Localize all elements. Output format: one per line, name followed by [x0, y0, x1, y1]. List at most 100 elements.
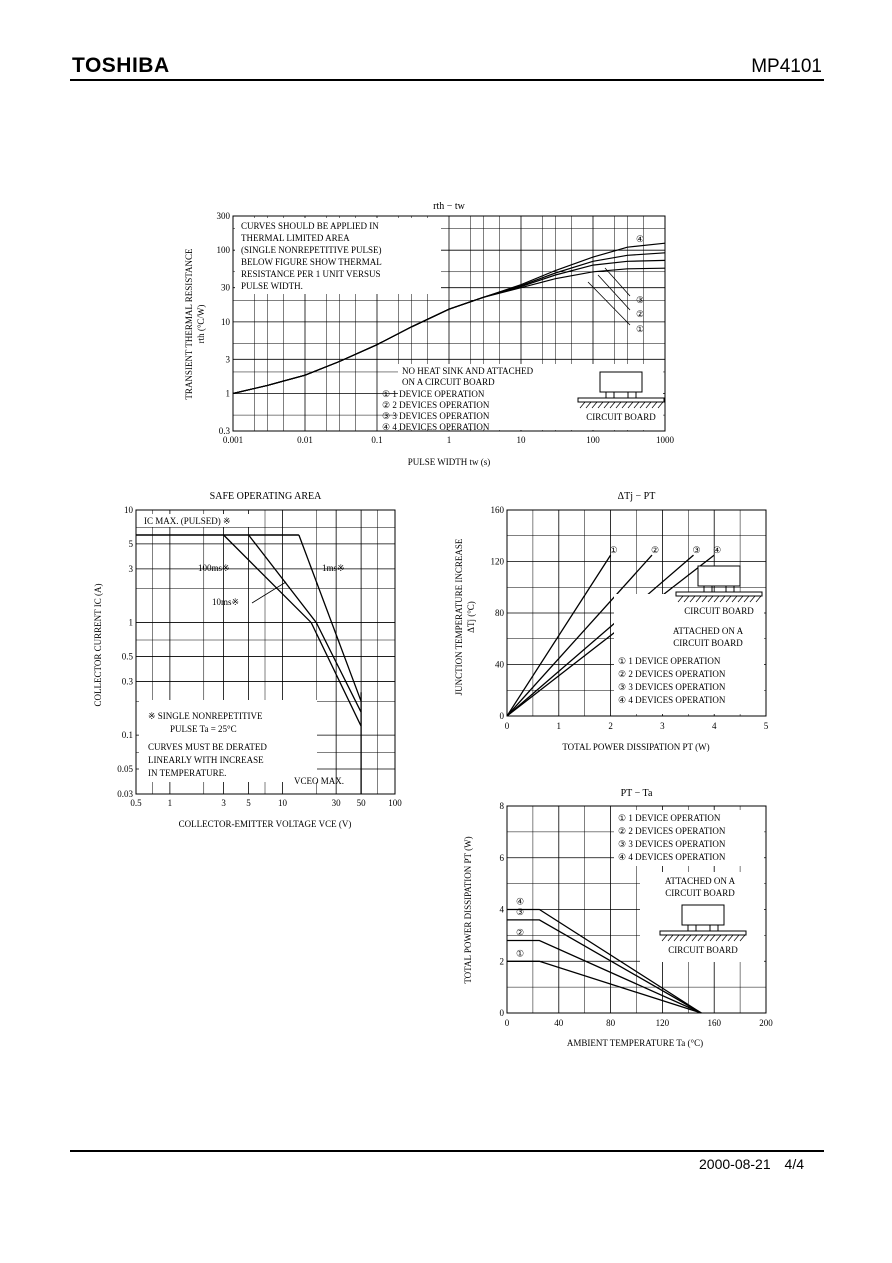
dtj-y-axis-label2: ΔTj (°C): [466, 601, 476, 633]
dtj-condition-line: CIRCUIT BOARD: [673, 638, 743, 648]
rth-board-hatch: [591, 401, 598, 409]
ptta-board-hatch: [661, 934, 668, 942]
ptta-board-package: [681, 904, 725, 926]
rth-board-hatch: [645, 401, 652, 409]
rth-note-line: (SINGLE NONREPETITIVE PULSE): [241, 245, 381, 255]
dtj-legend-item: ③ 3 DEVICES OPERATION: [618, 682, 726, 692]
soa-y-tick-label: 0.03: [117, 789, 133, 799]
ptta-x-tick-label: 120: [656, 1018, 670, 1028]
ptta-board-hatch: [691, 934, 698, 942]
soa-frame: [135, 509, 396, 795]
rth-x-tick-label: 0.01: [297, 435, 313, 445]
rth-note-line: PULSE WIDTH.: [241, 281, 303, 291]
soa-x-tick-label: 3: [221, 798, 226, 808]
ptta-x-tick-label: 0: [505, 1018, 510, 1028]
rth-board-hatch: [579, 401, 586, 409]
ptta-x-axis-label: AMBIENT TEMPERATURE Ta (°C): [567, 1038, 703, 1048]
dtj-legend-box: [614, 594, 764, 714]
dtj-x-tick-label: 5: [764, 721, 769, 731]
dtj-x-axis-label: TOTAL POWER DISSIPATION PT (W): [562, 742, 709, 752]
dtj-frame: [506, 509, 767, 717]
ptta-y-tick-label: 0: [500, 1008, 505, 1018]
ptta-x-tick-label: 200: [759, 1018, 773, 1028]
soa-vceo-label: VCEO MAX.: [294, 776, 344, 786]
ptta-board-hatch: [739, 934, 746, 942]
ptta-board-hatch: [727, 934, 734, 942]
rth-board-hatch: [633, 401, 640, 409]
ptta-title: PT − Ta: [621, 788, 653, 799]
ptta-curve-①: [507, 960, 702, 1014]
soa-x-tick-label: 50: [357, 798, 367, 808]
ptta-legend-item: ④ 4 DEVICES OPERATION: [618, 852, 726, 862]
dtj-curve-④: [506, 554, 715, 717]
dtj-board-hatch: [737, 595, 744, 603]
dtj-x-tick-label: 0: [505, 721, 510, 731]
footer-date: 2000-08-21: [699, 1156, 771, 1172]
ptta-y-tick-label: 8: [500, 801, 505, 811]
soa-icmax-bg: [139, 514, 249, 527]
rth-note-line: RESISTANCE PER 1 UNIT VERSUS: [241, 269, 380, 279]
soa-note1-line: PULSE Ta = 25°C: [170, 724, 237, 734]
ptta-legend-item: ③ 3 DEVICES OPERATION: [618, 839, 726, 849]
rth-legend-item: ③ 3 DEVICES OPERATION: [382, 411, 490, 421]
soa-x-tick-label: 100: [388, 798, 402, 808]
rth-y-tick-label: 30: [221, 283, 231, 293]
dtj-board-hatch: [719, 595, 726, 603]
dtj-y-tick-label: 80: [495, 608, 505, 618]
rth-curve-marker: ①: [636, 324, 644, 334]
dtj-curve-marker: ③: [692, 545, 700, 555]
rth-board-hatch: [627, 401, 634, 409]
ptta-board-hatch: [715, 934, 722, 942]
soa-title: SAFE OPERATING AREA: [210, 491, 322, 502]
rth-board-hatch: [621, 401, 628, 409]
dtj-board-hatch: [701, 595, 708, 603]
dtj-x-tick-label: 3: [660, 721, 665, 731]
ptta-legend-box: [614, 810, 764, 866]
rth-y-tick-label: 10: [221, 317, 231, 327]
dtj-board-hatch: [755, 595, 762, 603]
rth-board-hatch: [639, 401, 646, 409]
ptta-board-hatch: [733, 934, 740, 942]
rth-board-hatch: [657, 401, 664, 409]
soa-x-tick-label: 1: [168, 798, 173, 808]
soa-x-axis-label: COLLECTOR-EMITTER VOLTAGE VCE (V): [179, 819, 352, 829]
footer-rule: [70, 1150, 824, 1152]
dtj-legend-item: ② 2 DEVICES OPERATION: [618, 669, 726, 679]
brand-logo: TOSHIBA: [72, 54, 170, 77]
rth-board-package: [599, 371, 643, 393]
rth-y-axis-label: TRANSIENT THERMAL RESISTANCE: [184, 248, 194, 400]
dtj-legend-item: ④ 4 DEVICES OPERATION: [618, 695, 726, 705]
rth-y-tick-label: 3: [226, 354, 231, 364]
ptta-curve-③: [507, 919, 702, 1014]
dtj-y-axis-label: JUNCTION TEMPERATURE INCREASE: [454, 538, 464, 695]
ptta-board-hatch: [679, 934, 686, 942]
rth-x-axis-label: PULSE WIDTH tw (s): [408, 457, 491, 467]
rth-marker-leader: [587, 281, 631, 326]
dtj-board-hatch: [707, 595, 714, 603]
rth-condition-line: NO HEAT SINK AND ATTACHED: [402, 366, 534, 376]
rth-y-axis-label2: rth (°C/W): [196, 305, 206, 344]
soa-y-tick-label: 0.1: [122, 730, 133, 740]
dtj-board-board: [675, 591, 763, 597]
soa-y-tick-label: 0.05: [117, 764, 133, 774]
rth-y-tick-label: 100: [217, 245, 231, 255]
soa-note1-line: ※ SINGLE NONREPETITIVE: [148, 711, 263, 721]
dtj-y-tick-label: 160: [491, 505, 505, 515]
dtj-board-hatch: [677, 595, 684, 603]
dtj-curve-①: [506, 554, 612, 717]
rth-y-tick-label: 0.3: [219, 426, 231, 436]
dtj-y-tick-label: 40: [495, 660, 505, 670]
soa-note2-line: IN TEMPERATURE.: [148, 768, 226, 778]
dtj-board-hatch: [713, 595, 720, 603]
soa-curve-100ms※: [223, 534, 362, 727]
rth-board-hatch: [603, 401, 610, 409]
soa-note-box: [139, 700, 317, 782]
ptta-x-tick-label: 40: [554, 1018, 564, 1028]
dtj-y-tick-label: 0: [500, 711, 505, 721]
soa-y-tick-label: 5: [129, 539, 134, 549]
ptta-y-tick-label: 2: [500, 956, 505, 966]
rth-curve-marker: ②: [636, 309, 644, 319]
ptta-y-axis-label: TOTAL POWER DISSIPATION PT (W): [463, 836, 473, 983]
soa-note2-line: CURVES MUST BE DERATED: [148, 742, 267, 752]
dtj-x-tick-label: 2: [608, 721, 613, 731]
